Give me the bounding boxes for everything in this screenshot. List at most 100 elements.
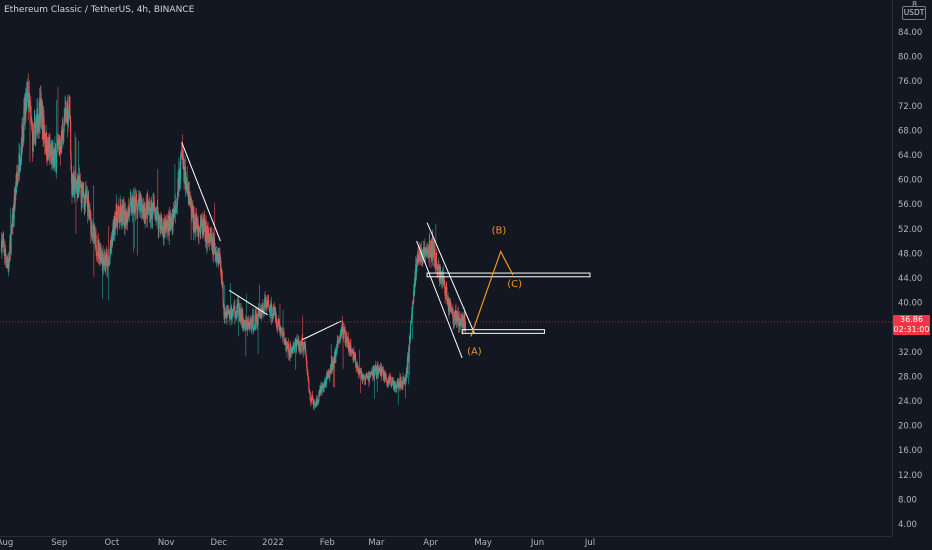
time-tick-label: Nov <box>158 538 175 548</box>
candle-body <box>411 309 413 314</box>
candle-body <box>83 192 85 199</box>
wave-label[interactable]: (B) <box>492 226 507 237</box>
trend-line[interactable] <box>302 320 342 340</box>
drawing-layer[interactable]: (A) (B) (C) <box>181 142 591 359</box>
candle-body <box>127 220 129 222</box>
candle-body <box>308 381 310 390</box>
candle-body <box>86 194 88 206</box>
candle-body <box>254 325 256 330</box>
candle-body <box>60 131 63 154</box>
last-price-value: 36.86 <box>900 315 923 324</box>
candle-body <box>120 205 122 214</box>
candle-body <box>444 287 446 297</box>
candle-body <box>281 332 283 337</box>
trend-line[interactable] <box>181 142 221 242</box>
candle-body <box>445 286 447 293</box>
candle-body <box>435 256 437 270</box>
candle-body <box>308 389 310 393</box>
candle-body <box>343 328 345 333</box>
candle-body <box>296 339 298 348</box>
candle-body <box>205 224 207 226</box>
candle-body <box>137 205 139 207</box>
candle-body <box>245 321 247 324</box>
price-tick-label: 80.00 <box>898 53 922 63</box>
time-axis[interactable]: Aug Sep Oct Nov Dec 2022 Feb Mar Apr May Jun Jul <box>0 538 595 548</box>
candle-body <box>166 221 169 229</box>
candle-body <box>393 385 395 388</box>
candle-body <box>391 380 394 383</box>
candle-body <box>232 309 234 310</box>
candle-body <box>237 307 239 313</box>
trend-line[interactable] <box>228 289 268 316</box>
candle-body <box>150 204 152 219</box>
time-tick-label: Jun <box>530 538 544 548</box>
candle-body <box>382 369 384 377</box>
candle-body <box>153 202 155 209</box>
candle-body <box>238 303 240 316</box>
candle-body <box>271 303 273 318</box>
candle-body <box>278 319 280 324</box>
candle-body <box>213 239 215 247</box>
candle-body <box>353 351 355 354</box>
candle-body <box>188 192 190 204</box>
candle-body <box>300 346 302 352</box>
candle-body <box>369 373 371 376</box>
candle-body <box>389 376 391 378</box>
candle-body <box>247 320 249 330</box>
candle-body <box>6 262 8 265</box>
candle-body <box>376 366 378 372</box>
candle-body <box>198 228 200 231</box>
candle-body <box>325 383 327 388</box>
candle-body <box>8 253 10 263</box>
wave-label[interactable]: (A) <box>467 346 482 357</box>
candle-body <box>183 159 185 170</box>
candle-body <box>464 313 466 326</box>
candle-body <box>391 385 393 387</box>
price-zone-rectangle[interactable] <box>426 272 591 278</box>
candle-body <box>175 209 177 213</box>
price-axis[interactable]: 84.00 80.00 76.00 72.00 68.00 64.00 60.00 56.00… <box>898 28 922 530</box>
candle-body <box>462 318 464 329</box>
candle-body <box>135 200 137 205</box>
candle-body <box>408 347 410 360</box>
candle-body <box>205 225 207 245</box>
elliott-wave-path[interactable] <box>470 250 514 337</box>
price-tick-label: 48.00 <box>898 249 922 259</box>
candle-body <box>251 315 253 324</box>
channel-line[interactable] <box>426 222 475 334</box>
candle-body <box>450 308 452 310</box>
candle-body <box>214 246 216 254</box>
candle-body <box>200 216 202 232</box>
candle-body <box>78 174 80 187</box>
candle-body <box>5 259 7 265</box>
candle-body <box>180 152 182 157</box>
candle-body <box>10 233 12 254</box>
currency-unit-badge[interactable]: USDT <box>902 6 926 20</box>
price-zone-rectangle[interactable] <box>461 329 545 334</box>
candle-body <box>389 376 391 382</box>
candle-body <box>57 138 59 145</box>
candle-body <box>62 128 64 139</box>
candle-body <box>164 221 166 233</box>
candle-body <box>354 353 356 360</box>
candle-body <box>211 234 213 247</box>
candle-body <box>381 368 383 376</box>
candle-body <box>29 103 31 108</box>
candle-body <box>396 383 398 389</box>
candle-body <box>345 336 347 344</box>
candle-body <box>342 328 345 340</box>
candle-body <box>157 207 159 221</box>
candle-body <box>230 306 232 319</box>
candle-body <box>264 299 266 308</box>
wave-label[interactable]: (C) <box>507 279 522 290</box>
candle-body <box>106 255 108 257</box>
candle-body <box>215 255 218 263</box>
candle-body <box>24 106 26 118</box>
price-tick-label: 60.00 <box>898 176 922 186</box>
candle-body <box>290 348 292 352</box>
candle-body <box>144 218 146 220</box>
candle-body <box>214 243 216 247</box>
channel-line[interactable] <box>416 240 463 359</box>
candle-body <box>171 225 173 226</box>
